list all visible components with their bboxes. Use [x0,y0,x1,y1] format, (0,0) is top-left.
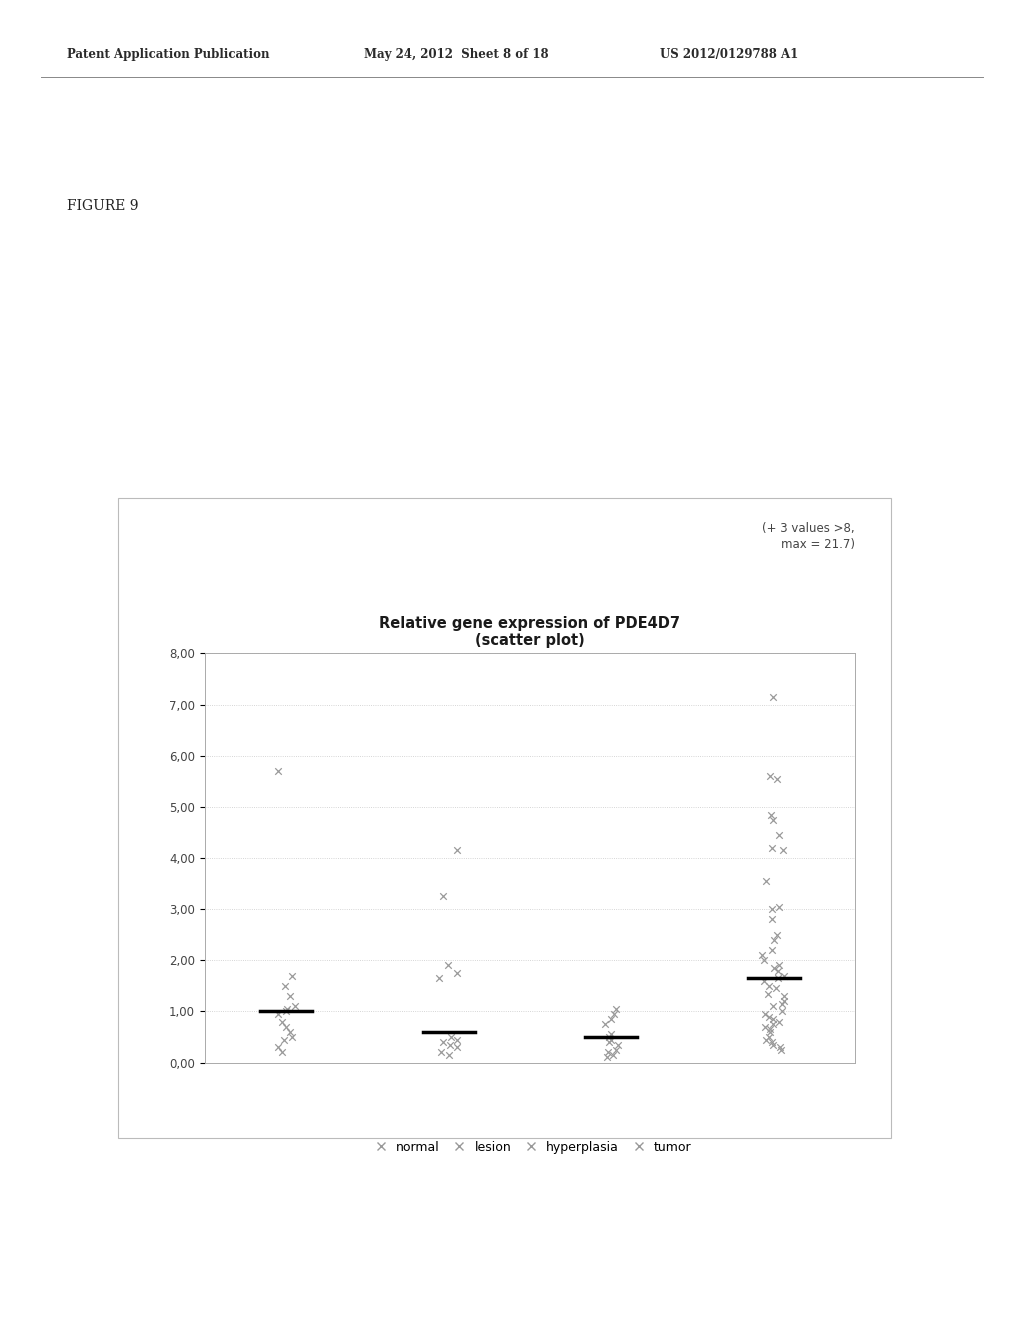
Point [759,870,775,891]
Point [770,968,786,989]
Point [764,1034,780,1055]
Text: FIGURE 9: FIGURE 9 [67,199,138,213]
Point [269,1003,286,1024]
Point [608,1039,625,1060]
Point [771,896,787,917]
Point [761,975,777,997]
Text: (+ 3 values >8,
max = 21.7): (+ 3 values >8, max = 21.7) [763,523,855,552]
Point [284,1027,300,1048]
Point [757,950,773,972]
Point [606,1003,623,1024]
Point [758,1030,774,1051]
Point [599,1047,615,1068]
Point [776,986,793,1007]
Point [772,1039,788,1060]
Point [764,940,780,961]
Point [273,1041,290,1063]
Point [431,968,447,989]
Point [764,899,780,920]
Text: US 2012/0129788 A1: US 2012/0129788 A1 [660,48,799,61]
Point [275,1030,292,1051]
Point [766,929,782,950]
Point [764,1032,780,1053]
Point [760,983,776,1005]
Point [770,954,786,975]
Point [433,1041,450,1063]
Point [597,1014,613,1035]
Point [604,1044,621,1065]
Point [761,1006,777,1027]
Point [609,1034,626,1055]
Point [273,1011,290,1032]
Point [757,1003,773,1024]
Point [773,993,790,1014]
Point [269,760,286,781]
Point [766,957,782,978]
Point [278,1001,294,1022]
Point [284,965,300,986]
Point [761,1027,777,1048]
Point [599,1041,615,1063]
Point [449,962,465,983]
Point [763,804,779,825]
Point [765,809,781,830]
Point [442,1027,459,1048]
Point [603,1024,620,1045]
Point [602,1008,618,1030]
Point [435,886,452,907]
Point [771,1011,787,1032]
Point [776,990,793,1011]
Point [282,1022,298,1043]
Point [449,1036,465,1057]
Point [776,965,793,986]
Point [765,1014,781,1035]
Point [768,978,784,999]
Point [278,1016,294,1038]
Point [600,1032,616,1053]
Title: Relative gene expression of PDE4D7
(scatter plot): Relative gene expression of PDE4D7 (scat… [380,615,680,648]
Text: Patent Application Publication: Patent Application Publication [67,48,269,61]
Point [765,995,781,1016]
Point [765,1008,781,1030]
Point [775,840,792,861]
Point [283,986,299,1007]
Point [772,1036,788,1057]
Point [764,837,780,858]
Point [608,998,625,1019]
Point [435,1032,452,1053]
Point [765,686,781,708]
Point [755,945,771,966]
Point [756,970,772,991]
Point [758,1016,774,1038]
Point [276,975,293,997]
Legend: normal, lesion, hyperplasia, tumor: normal, lesion, hyperplasia, tumor [364,1135,696,1159]
Point [773,1001,790,1022]
Point [441,1034,458,1055]
Point [449,840,465,861]
Point [602,1030,618,1051]
Point [269,1036,286,1057]
Point [764,908,780,929]
Point [770,825,786,846]
Point [769,924,785,945]
Point [770,960,786,981]
Point [441,1044,458,1065]
Point [279,998,295,1019]
Point [762,1022,778,1043]
Point [450,1030,466,1051]
Point [762,766,778,787]
Point [287,995,303,1016]
Point [762,1019,778,1040]
Point [769,768,785,789]
Text: May 24, 2012  Sheet 8 of 18: May 24, 2012 Sheet 8 of 18 [364,48,548,61]
Point [600,1027,616,1048]
Point [439,954,456,975]
